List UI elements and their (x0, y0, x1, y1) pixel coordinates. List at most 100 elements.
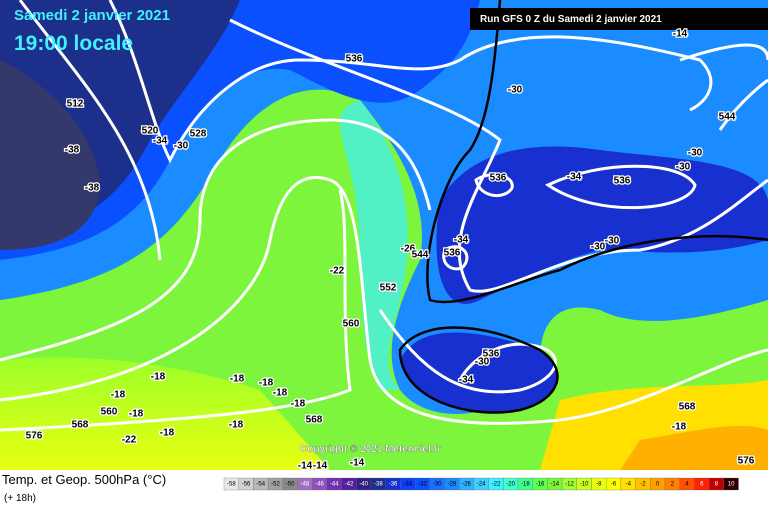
contour-label: 560 (343, 319, 360, 330)
cold-core (436, 146, 768, 304)
contour-label: -18 (273, 388, 288, 399)
contour-label: 568 (72, 420, 89, 431)
contour-label: -18 (230, 374, 245, 385)
legend: -58 -56 -54 -52 -50 -48 -46 -44 -42 -40 -38 -36 -34-… (223, 477, 739, 491)
contour-label: -18 (129, 409, 144, 420)
contour-label: 552 (380, 283, 397, 294)
legend-label: -54 (256, 482, 265, 488)
contour-label: -18 (259, 378, 274, 389)
contour-label: 528 (190, 129, 207, 140)
contour-label: -14 (313, 461, 328, 472)
legend-swatch (723, 477, 739, 491)
time-label: 19:00 locale (14, 32, 133, 55)
legend-label: -6 (611, 482, 617, 488)
contour-label: -34 (567, 172, 582, 183)
legend-label: -30 (433, 482, 442, 488)
legend-label: -42 (345, 482, 354, 488)
legend-label: 0 (656, 482, 660, 488)
legend-label: -34 (403, 482, 412, 488)
contour-lines (0, 0, 768, 432)
legend-label: -40 (359, 482, 368, 488)
contour-label: 536 (490, 173, 507, 184)
copyright: Copyright © 2021 Meteociel.fr (300, 444, 441, 455)
contour-label: 536 (483, 349, 500, 360)
legend-label: -32 (418, 482, 427, 488)
contour-label: -18 (160, 428, 175, 439)
legend-label: 6 (700, 482, 704, 488)
legend-label: -14 (550, 482, 559, 488)
legend-label: -52 (271, 482, 280, 488)
contour-label: -38 (85, 183, 100, 194)
legend-label: -22 (492, 482, 501, 488)
legend-label: -18 (521, 482, 530, 488)
contour-label: -30 (174, 141, 189, 152)
legend-label: -56 (242, 482, 251, 488)
contour-label: 536 (444, 248, 461, 259)
legend-label: -2 (640, 482, 646, 488)
contour-label: -34 (459, 375, 474, 386)
legend-label: -16 (536, 482, 545, 488)
date-label: Samedi 2 janvier 2021 (14, 7, 170, 24)
run-label: Run GFS 0 Z du Samedi 2 janvier 2021 (480, 14, 662, 25)
warm-field (620, 425, 768, 470)
run-banner (470, 8, 768, 30)
legend-label: 8 (715, 482, 719, 488)
contour-label: -30 (688, 148, 703, 159)
contour-label: -30 (508, 85, 523, 96)
contour-label: 576 (738, 456, 755, 467)
contour-label: -22 (330, 266, 345, 277)
contour-label: -30 (475, 357, 490, 368)
forecast-step: (+ 18h) (4, 493, 36, 504)
contour-label: 536 (346, 54, 363, 65)
legend-label: -4 (626, 482, 632, 488)
contour-label: -30 (591, 242, 606, 253)
contour-label: 544 (719, 112, 736, 123)
isotherm-lines (398, 0, 768, 414)
legend-label: -8 (596, 482, 602, 488)
legend-label: -20 (506, 482, 515, 488)
contour-label: -30 (605, 236, 620, 247)
contour-label: -18 (151, 372, 166, 383)
legend-label: -58 (227, 482, 236, 488)
legend-label: -46 (315, 482, 324, 488)
contour-label: -14 (350, 458, 365, 469)
contour-label: -22 (122, 435, 137, 446)
legend-label: -24 (477, 482, 486, 488)
contour-label: 560 (101, 407, 118, 418)
legend-label: -28 (448, 482, 457, 488)
contour-label: 512 (67, 99, 84, 110)
field-title: Temp. et Geop. 500hPa (°C) (2, 472, 166, 487)
contour-label: 576 (26, 431, 43, 442)
contour-label: -38 (65, 145, 80, 156)
contour-label: -26 (401, 244, 416, 255)
contour-label: -14 (298, 461, 313, 472)
contour-label: 568 (679, 402, 696, 413)
contour-label: -14 (673, 29, 688, 40)
legend-label: -26 (462, 482, 471, 488)
legend-label: -10 (580, 482, 589, 488)
contour-label: -18 (291, 399, 306, 410)
legend-label: -12 (565, 482, 574, 488)
contour-label: 544 (412, 250, 429, 261)
contour-label: 520 (142, 126, 159, 137)
legend-label: 2 (671, 482, 675, 488)
legend-label: -38 (374, 482, 383, 488)
cold-core (400, 332, 558, 413)
contour-label: -18 (111, 390, 126, 401)
legend-label: -44 (330, 482, 339, 488)
contour-label: -34 (454, 235, 469, 246)
contour-label: 568 (306, 415, 323, 426)
legend-label: 4 (685, 482, 689, 488)
legend-label: -48 (301, 482, 310, 488)
greenland (0, 60, 100, 250)
cyan-band (340, 100, 408, 390)
legend-label: -36 (389, 482, 398, 488)
contour-label: -18 (229, 420, 244, 431)
contour-label: -18 (672, 422, 687, 433)
legend-label: 10 (728, 482, 735, 488)
contour-label: -34 (153, 136, 168, 147)
legend-label: -50 (286, 482, 295, 488)
contour-label: -30 (676, 162, 691, 173)
